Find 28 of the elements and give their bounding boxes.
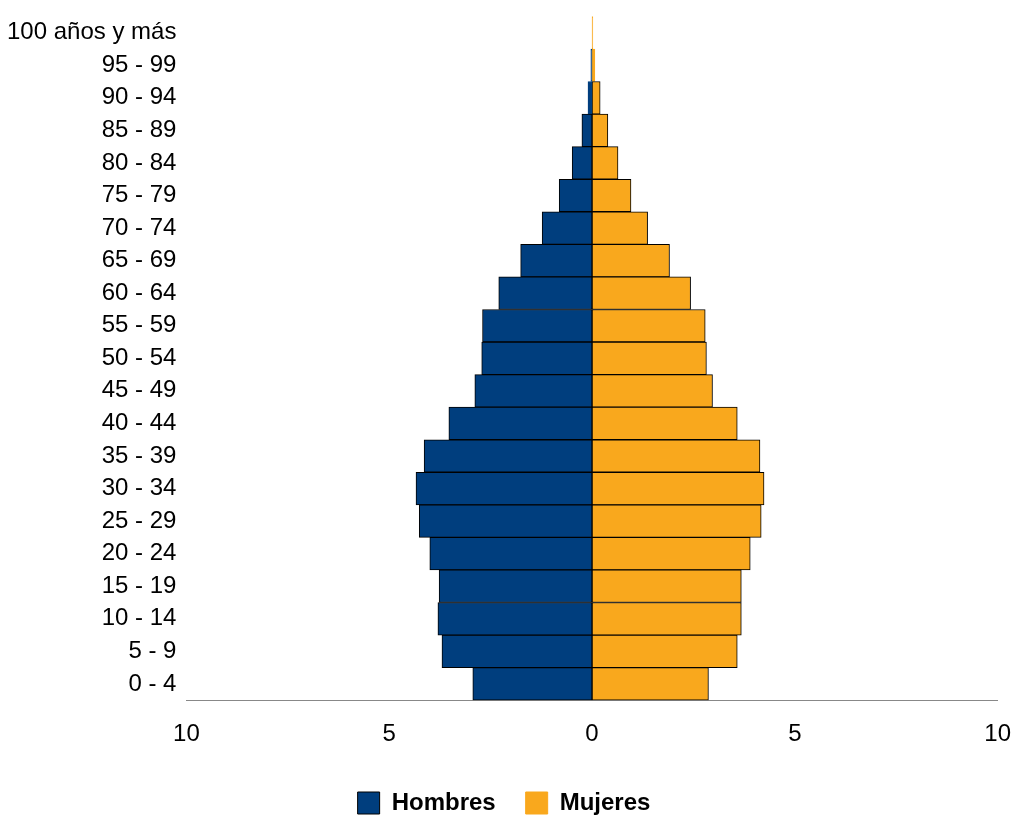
y-tick-label: 35 - 39 (101, 440, 177, 468)
y-tick-label: 25 - 29 (101, 505, 177, 533)
y-tick-label: 15 - 19 (101, 570, 177, 598)
y-tick-label: 60 - 64 (101, 277, 177, 305)
y-tick-label: 100 años y más (6, 17, 177, 45)
y-tick-label: 0 - 4 (128, 668, 177, 696)
y-tick-label: 40 - 44 (101, 408, 177, 436)
y-tick-label: 80 - 84 (101, 147, 177, 175)
x-tick-label: 5 (788, 719, 802, 747)
legend-label: Hombres (391, 787, 496, 815)
legend-label: Mujeres (559, 787, 651, 815)
y-tick-label: 5 - 9 (128, 635, 177, 663)
y-tick-label: 90 - 94 (101, 82, 177, 110)
x-tick-label: 10 (173, 719, 200, 747)
x-tick-label: 10 (984, 719, 1011, 747)
y-tick-label: 20 - 24 (101, 538, 177, 566)
y-tick-label: 50 - 54 (101, 342, 177, 370)
x-tick-label: 5 (382, 719, 396, 747)
y-tick-label: 95 - 99 (101, 49, 177, 77)
y-tick-label: 75 - 79 (101, 180, 177, 208)
y-tick-label: 65 - 69 (101, 245, 177, 273)
y-tick-label: 55 - 59 (101, 310, 177, 338)
y-tick-label: 30 - 34 (101, 473, 177, 501)
y-tick-label: 70 - 74 (101, 212, 177, 240)
y-tick-label: 10 - 14 (101, 603, 177, 631)
y-tick-label: 85 - 89 (101, 114, 177, 142)
x-tick-label: 0 (585, 719, 599, 747)
y-tick-label: 45 - 49 (101, 375, 177, 403)
